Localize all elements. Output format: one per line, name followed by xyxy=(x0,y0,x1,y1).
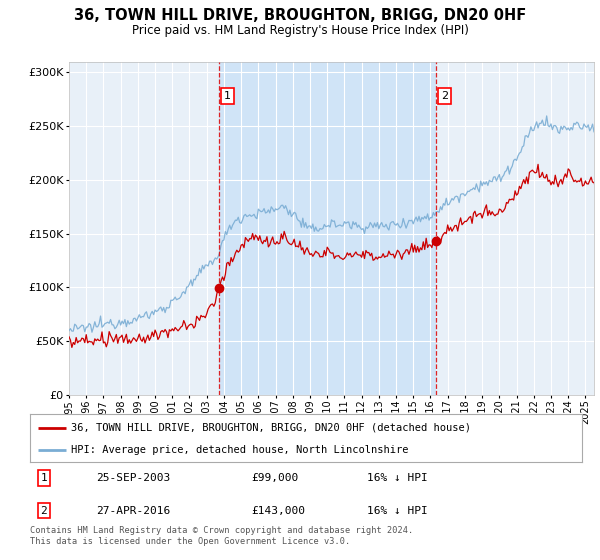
Text: 16% ↓ HPI: 16% ↓ HPI xyxy=(367,473,427,483)
Text: 1: 1 xyxy=(224,91,231,101)
Text: £99,000: £99,000 xyxy=(251,473,298,483)
Text: 1: 1 xyxy=(40,473,47,483)
Text: 2: 2 xyxy=(440,91,448,101)
Text: 2: 2 xyxy=(40,506,47,516)
Text: 25-SEP-2003: 25-SEP-2003 xyxy=(96,473,170,483)
Text: Contains HM Land Registry data © Crown copyright and database right 2024.
This d: Contains HM Land Registry data © Crown c… xyxy=(30,526,413,546)
Text: 27-APR-2016: 27-APR-2016 xyxy=(96,506,170,516)
Bar xyxy=(219,62,436,395)
Text: 36, TOWN HILL DRIVE, BROUGHTON, BRIGG, DN20 0HF: 36, TOWN HILL DRIVE, BROUGHTON, BRIGG, D… xyxy=(74,8,526,24)
Text: £143,000: £143,000 xyxy=(251,506,305,516)
Text: Price paid vs. HM Land Registry's House Price Index (HPI): Price paid vs. HM Land Registry's House … xyxy=(131,24,469,36)
Text: 16% ↓ HPI: 16% ↓ HPI xyxy=(367,506,427,516)
Text: HPI: Average price, detached house, North Lincolnshire: HPI: Average price, detached house, Nort… xyxy=(71,445,409,455)
Text: 36, TOWN HILL DRIVE, BROUGHTON, BRIGG, DN20 0HF (detached house): 36, TOWN HILL DRIVE, BROUGHTON, BRIGG, D… xyxy=(71,423,472,433)
